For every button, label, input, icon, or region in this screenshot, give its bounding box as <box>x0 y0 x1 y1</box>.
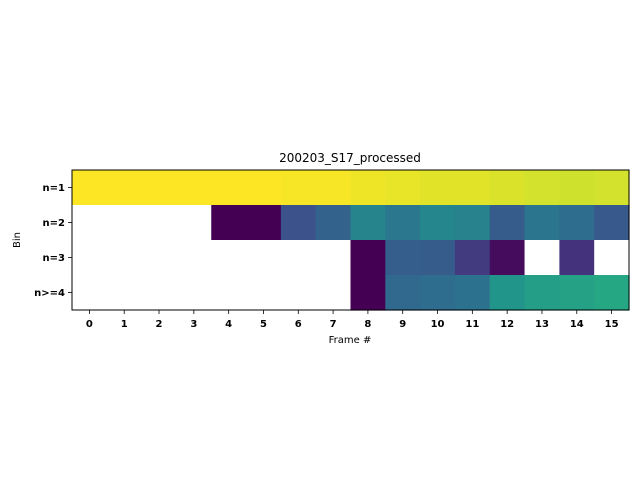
y-tick-label: n=1 <box>43 183 65 194</box>
heatmap-cell <box>72 170 108 206</box>
heatmap-cell <box>246 275 282 311</box>
heatmap-cell <box>141 275 178 311</box>
heatmap-cell <box>420 240 456 276</box>
heatmap-cell <box>141 205 178 241</box>
heatmap-cell <box>315 275 352 311</box>
heatmap-cell <box>141 170 178 206</box>
x-tick-label: 13 <box>535 319 549 330</box>
heatmap-cell <box>594 275 630 311</box>
heatmap-cell <box>72 205 108 241</box>
x-tick-label: 8 <box>364 319 371 330</box>
x-tick-label: 5 <box>260 319 267 330</box>
y-axis-ticks: n=1 n=2 n=3 n>=4 <box>34 183 72 299</box>
y-tick-label: n>=4 <box>34 288 65 299</box>
heatmap-cell <box>420 205 456 241</box>
heatmap-cell <box>211 170 247 206</box>
heatmap-cell <box>350 170 386 206</box>
x-tick-label: 3 <box>190 319 197 330</box>
x-tick-label: 0 <box>86 319 93 330</box>
heatmap-cell <box>350 275 386 311</box>
heatmap-cell <box>420 170 456 206</box>
chart-title: 200203_S17_processed <box>279 151 421 165</box>
heatmap-cell <box>211 240 247 276</box>
x-tick-label: 9 <box>399 319 406 330</box>
heatmap-cell <box>211 205 247 241</box>
heatmap-cell <box>350 205 386 241</box>
heatmap-cell <box>176 275 212 311</box>
heatmap-cell <box>176 205 212 241</box>
heatmap-cell <box>454 240 491 276</box>
heatmap-cell <box>454 170 491 206</box>
heatmap-cell <box>489 240 526 276</box>
heatmap-cell <box>559 275 595 311</box>
heatmap-cell <box>454 205 491 241</box>
heatmap-cell <box>559 240 595 276</box>
y-tick-label: n=2 <box>43 218 65 229</box>
x-tick-label: 7 <box>330 319 337 330</box>
heatmap-cell <box>246 240 282 276</box>
heatmap-cell <box>106 240 143 276</box>
x-tick-label: 15 <box>605 319 619 330</box>
x-axis-label: Frame # <box>329 335 372 346</box>
heatmap-cell <box>176 170 212 206</box>
heatmap-cell <box>280 170 317 206</box>
heatmap-cell <box>385 240 421 276</box>
x-tick-label: 14 <box>570 319 584 330</box>
x-tick-label: 11 <box>465 319 479 330</box>
x-axis-ticks: 0 1 2 3 4 5 6 7 8 9 10 11 12 13 14 15 <box>86 310 619 330</box>
heatmap-cell <box>489 205 526 241</box>
heatmap-cell <box>524 205 560 241</box>
x-tick-label: 6 <box>295 319 302 330</box>
heatmap-cell <box>385 170 421 206</box>
heatmap-cell <box>315 240 352 276</box>
heatmap-cell <box>280 205 317 241</box>
x-tick-label: 4 <box>225 319 232 330</box>
heatmap-cell <box>315 170 352 206</box>
heatmap-cell <box>524 240 560 276</box>
heatmap-cells <box>72 170 630 311</box>
heatmap-cell <box>106 170 143 206</box>
heatmap-cell <box>524 275 560 311</box>
heatmap-cell <box>454 275 491 311</box>
heatmap-cell <box>280 275 317 311</box>
heatmap-cell <box>176 240 212 276</box>
x-tick-label: 1 <box>121 319 128 330</box>
heatmap-cell <box>385 205 421 241</box>
heatmap-cell <box>489 170 526 206</box>
heatmap-cell <box>106 275 143 311</box>
heatmap-cell <box>72 240 108 276</box>
x-tick-label: 10 <box>431 319 445 330</box>
heatmap-cell <box>594 240 630 276</box>
heatmap-cell <box>385 275 421 311</box>
heatmap-cell <box>246 170 282 206</box>
heatmap-cell <box>246 205 282 241</box>
heatmap-cell <box>280 240 317 276</box>
x-tick-label: 2 <box>156 319 163 330</box>
heatmap-cell <box>594 170 630 206</box>
heatmap-cell <box>524 170 560 206</box>
heatmap-cell <box>315 205 352 241</box>
heatmap-cell <box>141 240 178 276</box>
heatmap-cell <box>350 240 386 276</box>
heatmap-cell <box>559 170 595 206</box>
heatmap-cell <box>559 205 595 241</box>
heatmap-cell <box>72 275 108 311</box>
heatmap-cell <box>106 205 143 241</box>
plot-frame <box>71 169 630 311</box>
x-tick-label: 12 <box>500 319 514 330</box>
heatmap-cell <box>489 275 526 311</box>
heatmap-cell <box>594 205 630 241</box>
y-axis-label: Bin <box>12 232 23 248</box>
heatmap-cell <box>211 275 247 311</box>
heatmap-cell <box>420 275 456 311</box>
y-tick-label: n=3 <box>43 253 65 264</box>
